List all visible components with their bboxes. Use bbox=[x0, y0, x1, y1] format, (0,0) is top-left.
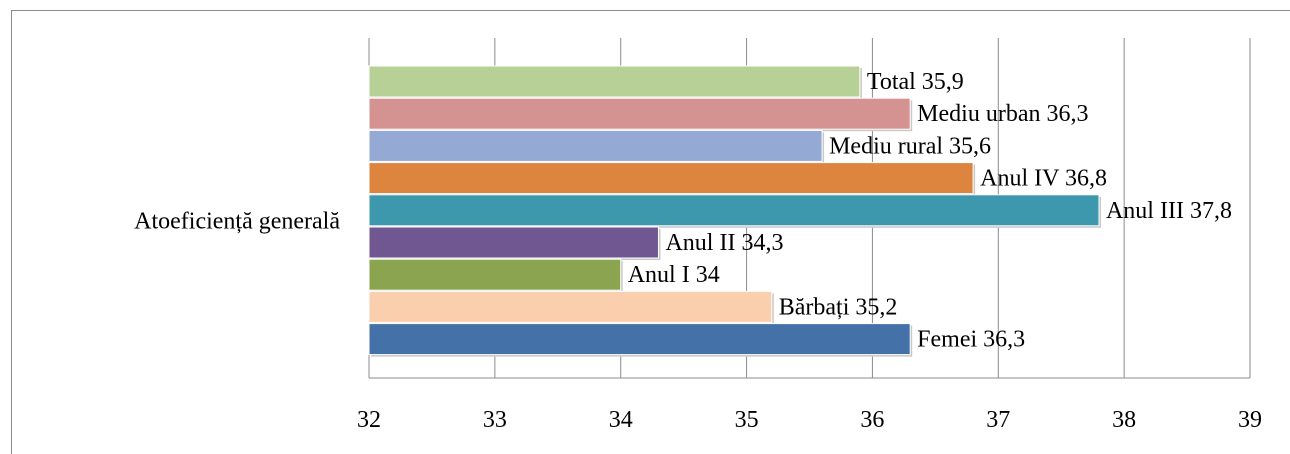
bar bbox=[368, 258, 622, 291]
bar bbox=[368, 290, 773, 323]
x-tick-label: 34 bbox=[609, 407, 633, 433]
x-tick-label: 35 bbox=[735, 407, 759, 433]
x-tick-label: 33 bbox=[483, 407, 507, 433]
data-label: Anul III 37,8 bbox=[1106, 198, 1232, 224]
bars bbox=[368, 65, 1101, 357]
data-label: Anul IV 36,8 bbox=[980, 166, 1107, 192]
x-tick-label: 32 bbox=[357, 407, 381, 433]
x-tick-label: 38 bbox=[1112, 407, 1136, 433]
data-label: Bărbați 35,2 bbox=[779, 294, 898, 320]
data-labels: Total 35,9 Mediu urban 36,3 Mediu rural 35… bbox=[628, 69, 1232, 353]
bar bbox=[368, 323, 911, 356]
x-tick-label: 36 bbox=[860, 407, 884, 433]
data-label: Total 35,9 bbox=[867, 69, 964, 95]
bar bbox=[368, 194, 1100, 227]
data-label: Mediu urban 36,3 bbox=[917, 101, 1088, 127]
data-label: Anul II 34,3 bbox=[665, 230, 783, 256]
category-label: Atoeficiență generală bbox=[134, 209, 340, 235]
bar bbox=[368, 226, 659, 259]
bar bbox=[368, 129, 823, 162]
bar bbox=[368, 162, 974, 195]
data-label: Mediu rural 35,6 bbox=[829, 133, 991, 159]
x-tick-label: 37 bbox=[986, 407, 1010, 433]
bar bbox=[368, 65, 861, 98]
bar bbox=[368, 97, 911, 130]
data-label: Femei 36,3 bbox=[917, 327, 1025, 353]
x-tick-label: 39 bbox=[1238, 407, 1262, 433]
data-label: Anul I 34 bbox=[628, 262, 720, 288]
x-tick-labels: 32 33 34 35 36 37 38 39 bbox=[357, 407, 1262, 433]
